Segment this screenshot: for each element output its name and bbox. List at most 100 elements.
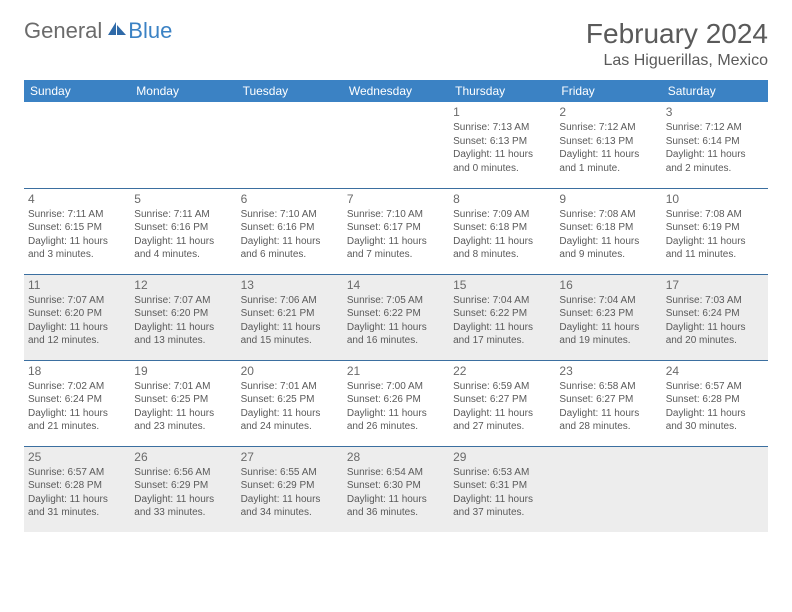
day-info: Sunrise: 7:07 AMSunset: 6:20 PMDaylight:… xyxy=(28,294,126,348)
day-number: 13 xyxy=(241,278,339,292)
day-number: 15 xyxy=(453,278,551,292)
calendar-cell: 1 Sunrise: 7:13 AMSunset: 6:13 PMDaylight… xyxy=(449,102,555,188)
calendar-cell xyxy=(130,102,236,188)
calendar-cell xyxy=(555,446,661,532)
calendar-table: Sunday Monday Tuesday Wednesday Thursday… xyxy=(24,80,768,532)
calendar-cell: 25 Sunrise: 6:57 AMSunset: 6:28 PMDayligh… xyxy=(24,446,130,532)
day-info: Sunrise: 6:56 AMSunset: 6:29 PMDaylight:… xyxy=(134,466,232,520)
weekday-header: Thursday xyxy=(449,80,555,102)
day-number: 29 xyxy=(453,450,551,464)
calendar-cell: 26 Sunrise: 6:56 AMSunset: 6:29 PMDayligh… xyxy=(130,446,236,532)
calendar-cell: 14 Sunrise: 7:05 AMSunset: 6:22 PMDayligh… xyxy=(343,274,449,360)
title-block: February 2024 Las Higuerillas, Mexico xyxy=(586,18,768,70)
day-info: Sunrise: 7:10 AMSunset: 6:17 PMDaylight:… xyxy=(347,208,445,262)
day-number: 25 xyxy=(28,450,126,464)
day-info: Sunrise: 7:02 AMSunset: 6:24 PMDaylight:… xyxy=(28,380,126,434)
day-info: Sunrise: 7:01 AMSunset: 6:25 PMDaylight:… xyxy=(241,380,339,434)
day-number: 2 xyxy=(559,105,657,119)
weekday-header: Saturday xyxy=(662,80,768,102)
day-info: Sunrise: 6:53 AMSunset: 6:31 PMDaylight:… xyxy=(453,466,551,520)
day-number: 11 xyxy=(28,278,126,292)
brand-word-1: General xyxy=(24,18,102,44)
day-number: 28 xyxy=(347,450,445,464)
calendar-cell: 5 Sunrise: 7:11 AMSunset: 6:16 PMDaylight… xyxy=(130,188,236,274)
calendar-cell: 20Sunrise: 7:01 AMSunset: 6:25 PMDayligh… xyxy=(237,360,343,446)
calendar-cell xyxy=(662,446,768,532)
weekday-header: Monday xyxy=(130,80,236,102)
day-info: Sunrise: 6:59 AMSunset: 6:27 PMDaylight:… xyxy=(453,380,551,434)
weekday-header: Friday xyxy=(555,80,661,102)
calendar-row: 1 Sunrise: 7:13 AMSunset: 6:13 PMDaylight… xyxy=(24,102,768,188)
calendar-cell: 24Sunrise: 6:57 AMSunset: 6:28 PMDayligh… xyxy=(662,360,768,446)
calendar-row: 25 Sunrise: 6:57 AMSunset: 6:28 PMDayligh… xyxy=(24,446,768,532)
day-number: 12 xyxy=(134,278,232,292)
sail-icon xyxy=(106,18,128,44)
day-info: Sunrise: 7:12 AMSunset: 6:13 PMDaylight:… xyxy=(559,121,657,175)
day-number: 7 xyxy=(347,192,445,206)
day-number: 18 xyxy=(28,364,126,378)
day-number: 21 xyxy=(347,364,445,378)
day-number: 9 xyxy=(559,192,657,206)
brand-word-2: Blue xyxy=(128,18,172,44)
day-number: 22 xyxy=(453,364,551,378)
calendar-row: 11 Sunrise: 7:07 AMSunset: 6:20 PMDayligh… xyxy=(24,274,768,360)
calendar-cell: 22 Sunrise: 6:59 AMSunset: 6:27 PMDayligh… xyxy=(449,360,555,446)
day-info: Sunrise: 7:12 AMSunset: 6:14 PMDaylight:… xyxy=(666,121,764,175)
day-info: Sunrise: 7:05 AMSunset: 6:22 PMDaylight:… xyxy=(347,294,445,348)
day-number: 3 xyxy=(666,105,764,119)
calendar-cell: 9 Sunrise: 7:08 AMSunset: 6:18 PMDaylight… xyxy=(555,188,661,274)
calendar-cell: 15 Sunrise: 7:04 AMSunset: 6:22 PMDayligh… xyxy=(449,274,555,360)
day-info: Sunrise: 7:10 AMSunset: 6:16 PMDaylight:… xyxy=(241,208,339,262)
calendar-cell xyxy=(237,102,343,188)
weekday-header-row: Sunday Monday Tuesday Wednesday Thursday… xyxy=(24,80,768,102)
calendar-cell xyxy=(343,102,449,188)
day-number: 10 xyxy=(666,192,764,206)
day-number: 14 xyxy=(347,278,445,292)
day-number: 17 xyxy=(666,278,764,292)
calendar-cell: 18 Sunrise: 7:02 AMSunset: 6:24 PMDayligh… xyxy=(24,360,130,446)
day-info: Sunrise: 7:11 AMSunset: 6:15 PMDaylight:… xyxy=(28,208,126,262)
day-number: 4 xyxy=(28,192,126,206)
day-number: 23 xyxy=(559,364,657,378)
day-info: Sunrise: 7:00 AMSunset: 6:26 PMDaylight:… xyxy=(347,380,445,434)
day-number: 19 xyxy=(134,364,232,378)
day-info: Sunrise: 7:04 AMSunset: 6:22 PMDaylight:… xyxy=(453,294,551,348)
day-info: Sunrise: 7:08 AMSunset: 6:19 PMDaylight:… xyxy=(666,208,764,262)
day-number: 6 xyxy=(241,192,339,206)
calendar-cell: 19 Sunrise: 7:01 AMSunset: 6:25 PMDayligh… xyxy=(130,360,236,446)
day-info: Sunrise: 7:11 AMSunset: 6:16 PMDaylight:… xyxy=(134,208,232,262)
calendar-cell: 2 Sunrise: 7:12 AMSunset: 6:13 PMDaylight… xyxy=(555,102,661,188)
day-info: Sunrise: 7:13 AMSunset: 6:13 PMDaylight:… xyxy=(453,121,551,175)
calendar-row: 4 Sunrise: 7:11 AMSunset: 6:15 PMDaylight… xyxy=(24,188,768,274)
day-info: Sunrise: 6:57 AMSunset: 6:28 PMDaylight:… xyxy=(28,466,126,520)
calendar-cell: 28Sunrise: 6:54 AMSunset: 6:30 PMDayligh… xyxy=(343,446,449,532)
brand-logo: General Blue xyxy=(24,18,172,44)
day-info: Sunrise: 6:58 AMSunset: 6:27 PMDaylight:… xyxy=(559,380,657,434)
day-number: 16 xyxy=(559,278,657,292)
day-number: 26 xyxy=(134,450,232,464)
calendar-cell: 13 Sunrise: 7:06 AMSunset: 6:21 PMDayligh… xyxy=(237,274,343,360)
calendar-cell: 29 Sunrise: 6:53 AMSunset: 6:31 PMDayligh… xyxy=(449,446,555,532)
day-number: 8 xyxy=(453,192,551,206)
day-info: Sunrise: 7:03 AMSunset: 6:24 PMDaylight:… xyxy=(666,294,764,348)
calendar-cell: 21 Sunrise: 7:00 AMSunset: 6:26 PMDayligh… xyxy=(343,360,449,446)
calendar-cell: 7 Sunrise: 7:10 AMSunset: 6:17 PMDaylight… xyxy=(343,188,449,274)
calendar-cell: 17 Sunrise: 7:03 AMSunset: 6:24 PMDayligh… xyxy=(662,274,768,360)
day-info: Sunrise: 7:08 AMSunset: 6:18 PMDaylight:… xyxy=(559,208,657,262)
day-info: Sunrise: 7:01 AMSunset: 6:25 PMDaylight:… xyxy=(134,380,232,434)
calendar-cell: 16Sunrise: 7:04 AMSunset: 6:23 PMDayligh… xyxy=(555,274,661,360)
day-info: Sunrise: 6:55 AMSunset: 6:29 PMDaylight:… xyxy=(241,466,339,520)
calendar-cell: 4 Sunrise: 7:11 AMSunset: 6:15 PMDaylight… xyxy=(24,188,130,274)
calendar-cell: 10 Sunrise: 7:08 AMSunset: 6:19 PMDayligh… xyxy=(662,188,768,274)
day-info: Sunrise: 7:07 AMSunset: 6:20 PMDaylight:… xyxy=(134,294,232,348)
location: Las Higuerillas, Mexico xyxy=(586,52,768,70)
day-number: 1 xyxy=(453,105,551,119)
calendar-cell: 3 Sunrise: 7:12 AMSunset: 6:14 PMDaylight… xyxy=(662,102,768,188)
day-number: 5 xyxy=(134,192,232,206)
weekday-header: Sunday xyxy=(24,80,130,102)
calendar-cell: 8 Sunrise: 7:09 AMSunset: 6:18 PMDaylight… xyxy=(449,188,555,274)
day-number: 27 xyxy=(241,450,339,464)
day-info: Sunrise: 7:06 AMSunset: 6:21 PMDaylight:… xyxy=(241,294,339,348)
day-info: Sunrise: 7:09 AMSunset: 6:18 PMDaylight:… xyxy=(453,208,551,262)
calendar-cell xyxy=(24,102,130,188)
